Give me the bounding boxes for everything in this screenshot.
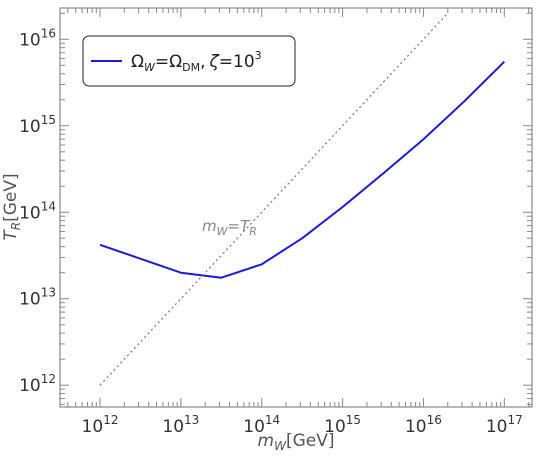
x-tick-label: 1016 [405, 413, 442, 437]
plot-frame [59, 7, 533, 408]
y-tick-label: 1012 [19, 372, 56, 396]
y-tick-label: 1016 [19, 26, 56, 50]
y-axis-label: TR[GeV] [1, 173, 23, 240]
x-tick-label: 1013 [162, 413, 199, 437]
y-tick-label: 1014 [19, 199, 56, 223]
x-tick-label: 1014 [243, 413, 280, 437]
x-tick-label: 1015 [324, 413, 361, 437]
legend: ΩW=ΩDM, ζ=103 [82, 35, 296, 87]
x-tick-label: 1017 [486, 413, 523, 437]
x-tick-label: 1012 [82, 413, 119, 437]
y-tick-label: 1015 [19, 113, 56, 137]
series-layer [99, 12, 506, 386]
diagonal-annotation: mW=TR [202, 217, 257, 238]
y-tick-label: 1013 [19, 286, 56, 310]
series-line [99, 60, 506, 279]
axis-ticks [60, 8, 532, 407]
legend-label: ΩW=ΩDM, ζ=103 [131, 49, 262, 74]
legend-box [82, 35, 296, 87]
x-tick-labels: 1012 1013 1014 1015 1016 1017 [82, 413, 523, 437]
x-axis-label: mW[GeV] [258, 431, 335, 453]
y-tick-labels: 1012 1013 1014 1015 1016 [19, 26, 56, 396]
